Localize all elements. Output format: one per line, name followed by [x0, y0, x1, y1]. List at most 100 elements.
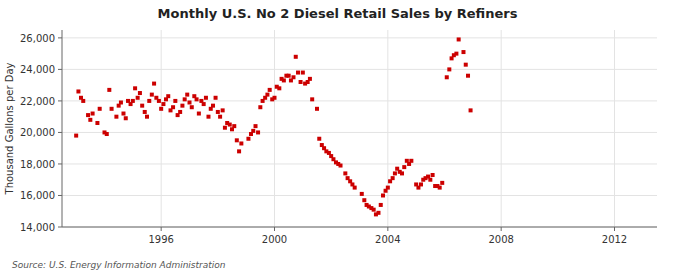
point	[185, 93, 189, 97]
point	[88, 118, 92, 122]
x-tick	[274, 227, 275, 231]
y-tick-label: 18,000	[20, 159, 55, 170]
point	[157, 99, 161, 103]
y-tick-label: 22,000	[20, 96, 55, 107]
point	[343, 171, 347, 175]
point	[76, 89, 80, 93]
point	[107, 88, 111, 92]
y-grid-line	[62, 69, 657, 70]
y-grid-line	[62, 227, 657, 228]
x-tick-label: 2008	[488, 234, 513, 245]
points	[74, 37, 472, 216]
point	[419, 182, 423, 186]
point	[440, 181, 444, 185]
x-grid-line	[387, 30, 388, 227]
point	[310, 97, 314, 101]
point	[339, 164, 343, 168]
point	[393, 171, 397, 175]
y-tick-label: 24,000	[20, 64, 55, 75]
y-tick	[58, 195, 62, 196]
point	[105, 132, 109, 136]
point	[287, 74, 291, 78]
point	[138, 91, 142, 95]
point	[362, 198, 366, 202]
point	[301, 71, 305, 75]
point	[431, 173, 435, 177]
point	[221, 108, 225, 112]
point	[195, 97, 199, 101]
point	[223, 126, 227, 130]
point	[91, 112, 95, 116]
y-tick-label: 14,000	[20, 222, 55, 233]
y-axis-line	[62, 30, 63, 227]
point	[161, 102, 165, 106]
point	[232, 124, 236, 128]
point	[216, 110, 220, 114]
y-tick	[58, 100, 62, 101]
axes: 14,00016,00018,00020,00022,00024,00026,0…	[20, 30, 657, 245]
point	[268, 88, 272, 92]
point	[237, 149, 241, 153]
x-tick-label: 2004	[375, 234, 400, 245]
point	[294, 55, 298, 59]
point	[254, 124, 258, 128]
point	[379, 203, 383, 207]
y-axis-label: Thousand Gallons per Day	[4, 62, 15, 195]
point	[171, 105, 175, 109]
point	[228, 123, 232, 127]
y-tick	[58, 37, 62, 38]
y-grid-line	[62, 163, 657, 164]
x-tick-label: 2012	[602, 234, 627, 245]
point	[214, 96, 218, 100]
point	[131, 99, 135, 103]
point	[256, 130, 260, 134]
point	[391, 176, 395, 180]
point	[273, 96, 277, 100]
title: Monthly U.S. No 2 Diesel Retail Sales by…	[158, 6, 518, 21]
point	[211, 104, 215, 108]
x-tick	[614, 227, 615, 231]
point	[282, 78, 286, 82]
point	[246, 137, 250, 141]
x-tick-label: 2000	[262, 234, 287, 245]
point	[308, 77, 312, 81]
x-tick	[387, 227, 388, 231]
point	[136, 96, 140, 100]
point	[402, 165, 406, 169]
point	[133, 86, 137, 90]
point	[110, 107, 114, 111]
point	[400, 171, 404, 175]
point	[190, 105, 194, 109]
point	[457, 37, 461, 41]
y-tick	[58, 69, 62, 70]
y-tick-label: 16,000	[20, 190, 55, 201]
point	[204, 96, 208, 100]
point	[140, 104, 144, 108]
point	[124, 116, 128, 120]
point	[445, 75, 449, 79]
point	[360, 192, 364, 196]
point	[188, 100, 192, 104]
point	[145, 115, 149, 119]
point	[239, 141, 243, 145]
point	[315, 107, 319, 111]
point	[150, 93, 154, 97]
point	[178, 110, 182, 114]
point	[469, 108, 473, 112]
point	[74, 134, 78, 138]
point	[114, 115, 118, 119]
point	[454, 52, 458, 56]
point	[461, 50, 465, 54]
point	[299, 80, 303, 84]
x-tick	[501, 227, 502, 231]
point	[86, 113, 90, 117]
point	[152, 82, 156, 86]
point	[353, 186, 357, 190]
point	[235, 138, 239, 142]
chart-svg: Monthly U.S. No 2 Diesel Retail Sales by…	[0, 0, 675, 275]
point	[409, 159, 413, 163]
chart-container: Monthly U.S. No 2 Diesel Retail Sales by…	[0, 0, 675, 275]
point	[206, 115, 210, 119]
point	[277, 86, 281, 90]
point	[159, 107, 163, 111]
